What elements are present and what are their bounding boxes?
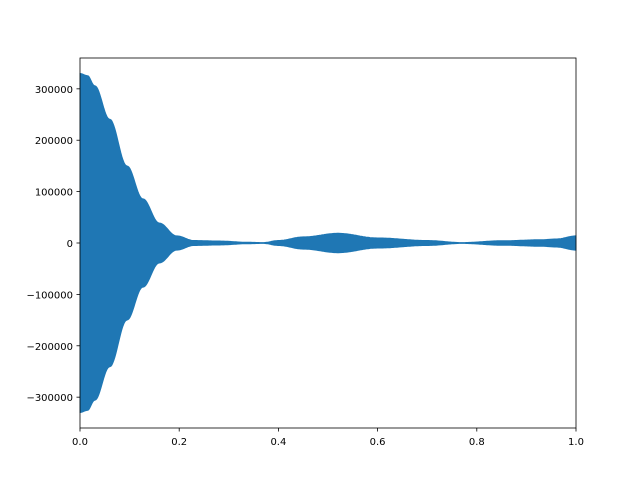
y-tick-label: −100000 — [26, 290, 73, 301]
y-tick-label: 100000 — [35, 188, 73, 199]
y-tick-label: −200000 — [26, 342, 73, 353]
y-tick-label: 300000 — [35, 85, 73, 96]
x-tick-label: 0.2 — [171, 437, 187, 448]
y-tick-label: −300000 — [26, 393, 73, 404]
y-tick-label: 200000 — [35, 136, 73, 147]
x-tick-label: 0.6 — [370, 437, 386, 448]
x-tick-label: 0.4 — [270, 437, 286, 448]
x-tick-label: 1.0 — [568, 437, 584, 448]
x-tick-label: 0.0 — [72, 437, 88, 448]
x-tick-label: 0.8 — [469, 437, 485, 448]
y-tick-label: 0 — [67, 239, 73, 250]
